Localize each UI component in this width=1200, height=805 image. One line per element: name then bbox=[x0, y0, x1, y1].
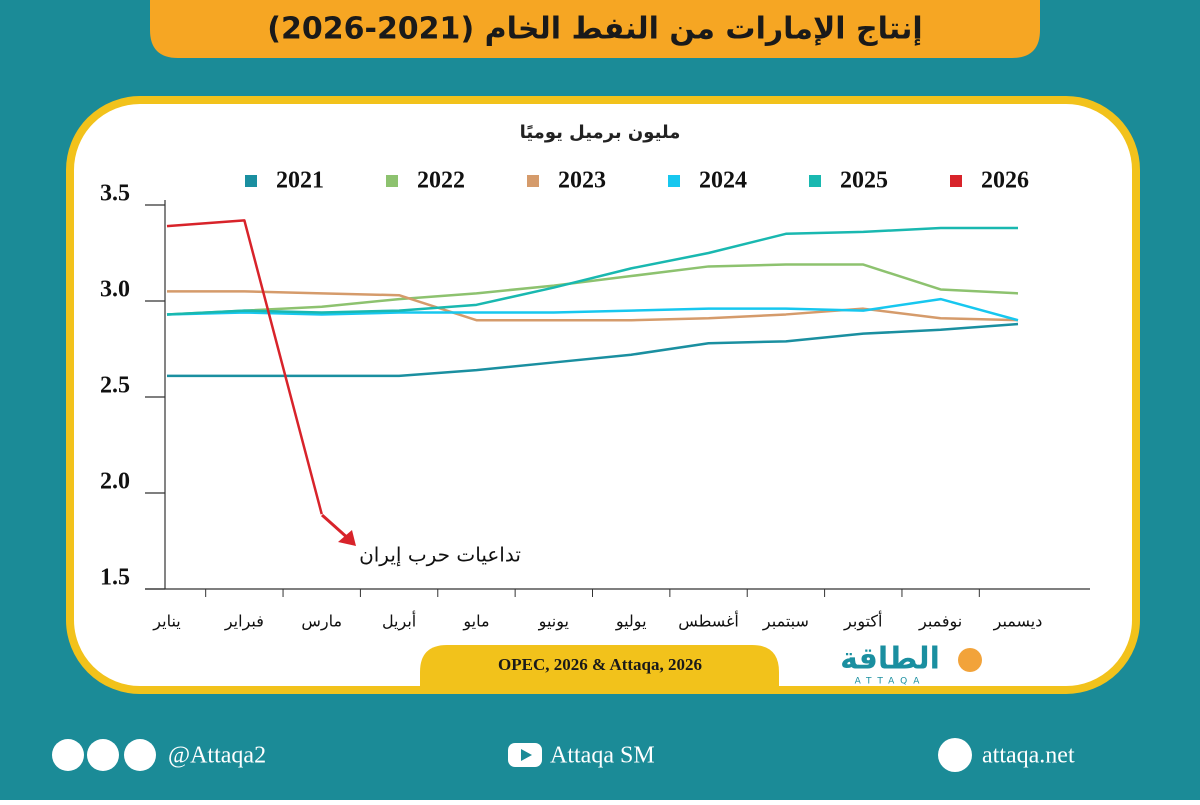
series-line bbox=[166, 226, 1018, 316]
series-line bbox=[166, 297, 1019, 322]
card bbox=[66, 96, 1140, 694]
y-tick-label: 2.0 bbox=[100, 469, 130, 495]
chart-title: إنتاج الإمارات من النفط الخام (2021-2026… bbox=[267, 12, 922, 47]
legend-label: 2024 bbox=[699, 168, 747, 194]
x-tick-label: يوليو bbox=[615, 612, 647, 632]
series-line bbox=[166, 219, 323, 515]
legend-label: 2021 bbox=[276, 168, 324, 194]
annotation: تداعيات حرب إيران bbox=[359, 543, 521, 568]
source: OPEC, 2026 & Attaqa, 2026 bbox=[498, 655, 702, 674]
twitter-handle[interactable]: @Attaqa2 bbox=[168, 743, 266, 769]
x-tick-label: يناير bbox=[152, 612, 180, 632]
series-line bbox=[167, 290, 1019, 322]
x-icon[interactable] bbox=[52, 739, 84, 771]
legend-swatch bbox=[386, 175, 398, 187]
series-line bbox=[166, 263, 1019, 316]
logo-drop bbox=[958, 648, 982, 672]
source-pill bbox=[420, 645, 779, 688]
youtube-play bbox=[521, 749, 532, 761]
x-tick-label: نوفمبر bbox=[918, 612, 962, 632]
x-tick-label: فبراير bbox=[224, 612, 264, 632]
y-axis-title: مليون برميل يوميًا bbox=[520, 122, 681, 143]
legend-swatch bbox=[527, 175, 539, 187]
x-tick-label: أكتوبر bbox=[843, 611, 882, 632]
legend-label: 2025 bbox=[840, 168, 888, 194]
annotation-arrowhead bbox=[338, 530, 356, 546]
legend-label: 2026 bbox=[981, 168, 1029, 194]
logo: الطاقة bbox=[840, 642, 940, 677]
website[interactable]: attaqa.net bbox=[982, 743, 1075, 769]
x-tick-label: مارس bbox=[301, 612, 342, 632]
x-tick-label: مايو bbox=[462, 612, 489, 632]
logo-latin: ATTAQA bbox=[855, 677, 926, 687]
plot: 1.5 2.0 2.5 3.0 3.5 يناير فبراير مارس أبريل مايو ي… bbox=[100, 168, 1090, 632]
series-line bbox=[167, 322, 1019, 378]
x-tick-label: أبريل bbox=[382, 611, 416, 632]
x-tick-label: سبتمبر bbox=[762, 612, 809, 632]
legend-label: 2022 bbox=[417, 168, 465, 194]
y-tick-label: 3.0 bbox=[100, 277, 130, 303]
legend-swatch bbox=[668, 175, 680, 187]
web-icon[interactable] bbox=[938, 738, 972, 772]
x-tick-label: يونيو bbox=[538, 612, 569, 632]
legend-swatch bbox=[950, 175, 962, 187]
legend-swatch bbox=[245, 175, 257, 187]
y-tick-label: 3.5 bbox=[100, 181, 130, 207]
youtube-handle[interactable]: Attaqa SM bbox=[550, 743, 655, 769]
instagram-icon[interactable] bbox=[87, 739, 119, 771]
y-tick-label: 1.5 bbox=[100, 565, 130, 591]
x-tick-label: ديسمبر bbox=[993, 612, 1043, 632]
legend-swatch bbox=[809, 175, 821, 187]
x-tick-label: أغسطس bbox=[678, 611, 739, 632]
facebook-icon[interactable] bbox=[124, 739, 156, 771]
y-tick-label: 2.5 bbox=[100, 373, 130, 399]
legend-label: 2023 bbox=[558, 168, 606, 194]
title-banner bbox=[150, 0, 1040, 58]
